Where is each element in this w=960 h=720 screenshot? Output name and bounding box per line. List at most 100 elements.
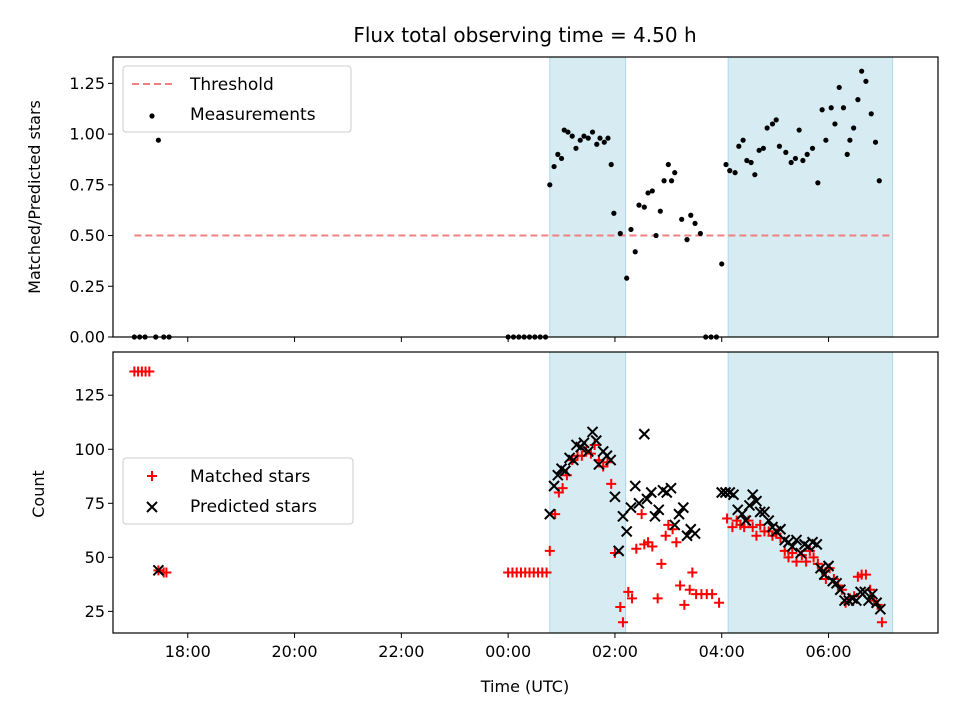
measurement-point — [836, 84, 842, 91]
measurement-point — [672, 170, 678, 176]
legend-matched-swatch — [147, 471, 157, 481]
predicted-star-point — [834, 584, 846, 596]
predicted-star-point — [633, 497, 645, 510]
bottom-y-tick-label: 25 — [85, 602, 105, 621]
measurement-point — [585, 135, 591, 141]
legend-predicted-label: Predicted stars — [190, 497, 317, 517]
matched-star-point — [679, 599, 690, 610]
top-y-tick-label: 0.00 — [69, 328, 105, 347]
measurement-point — [748, 159, 754, 166]
predicted-star-point — [850, 594, 863, 607]
matched-star-point — [876, 617, 887, 628]
measurement-point — [847, 137, 853, 143]
bottom-y-tick-label: 50 — [85, 548, 105, 567]
matched-star-point — [161, 567, 172, 578]
predicted-star-point — [727, 488, 740, 501]
measurement-point — [727, 168, 733, 174]
predicted-star-point — [681, 530, 693, 542]
matched-star-point — [687, 567, 698, 578]
measurement-point — [783, 149, 789, 155]
measurement-point — [555, 151, 561, 157]
measurement-point — [800, 157, 806, 164]
bottom-legend: Matched stars Predicted stars — [122, 457, 354, 525]
measurement-point — [697, 230, 703, 237]
x-tick-label: 04:00 — [699, 642, 745, 661]
measurement-point — [723, 161, 729, 168]
measurement-point — [788, 159, 794, 166]
measurement-point — [608, 161, 614, 168]
predicted-star-point — [590, 434, 602, 447]
measurement-point — [679, 216, 685, 222]
predicted-star-point — [747, 488, 759, 501]
measurement-point — [547, 182, 553, 188]
predicted-star-point — [870, 597, 883, 609]
measurement-point — [851, 125, 857, 131]
measurement-point — [628, 226, 634, 233]
matched-star-point — [656, 558, 667, 569]
matched-star-point — [627, 593, 638, 604]
measurement-point — [832, 121, 838, 127]
bottom-panel: 25 50 75 100 125 18:00 20:00 22:00 00:00 02:00 04:… — [74, 351, 939, 661]
predicted-star-point — [673, 508, 685, 520]
matched-star-point — [747, 522, 758, 533]
measurement-point — [589, 129, 596, 135]
matched-star-point — [631, 543, 642, 554]
measurement-point — [769, 121, 776, 127]
predicted-star-point — [152, 564, 165, 577]
predicted-star-point — [548, 480, 560, 492]
predicted-star-point — [544, 508, 556, 520]
predicted-star-point — [740, 514, 752, 527]
x-tick-label: 20:00 — [271, 642, 317, 661]
predicted-star-point — [582, 445, 594, 458]
measurement-point — [773, 117, 779, 123]
legend-measurements-label: Measurements — [190, 105, 316, 125]
top-legend: Threshold Measurements — [122, 65, 352, 133]
matched-star-point — [617, 617, 628, 628]
legend-predicted-swatch — [146, 501, 158, 513]
predicted-star-point — [552, 469, 564, 481]
measurement-point — [636, 202, 642, 208]
top-y-tick-label: 0.75 — [69, 175, 105, 194]
matched-star-point — [836, 584, 847, 595]
measurement-point — [740, 137, 746, 143]
measurement-point — [665, 161, 671, 168]
matched-star-point — [801, 556, 812, 567]
measurement-point — [657, 208, 663, 214]
predicted-star-point — [822, 560, 835, 572]
bottom-y-tick-label: 125 — [74, 386, 105, 405]
bottom-y-tick-label: 100 — [74, 440, 105, 459]
matched-star-point — [652, 593, 663, 604]
top-y-tick-label: 1.00 — [69, 125, 105, 144]
matched-star-point — [714, 597, 725, 608]
predicted-star-point — [862, 594, 875, 607]
predicted-star-point — [790, 534, 803, 546]
legend-threshold-label: Threshold — [189, 75, 274, 95]
matched-star-point — [751, 530, 762, 541]
matched-star-point — [541, 567, 552, 578]
predicted-star-point — [604, 454, 617, 466]
predicted-star-point — [758, 506, 771, 518]
measurement-point — [617, 230, 623, 237]
bottom-markers — [129, 366, 887, 628]
predicted-star-point — [811, 538, 823, 551]
measurement-point — [776, 143, 783, 149]
matched-star-point — [636, 509, 647, 520]
x-axis-label: Time (UTC) — [480, 677, 569, 696]
predicted-star-point — [689, 527, 701, 540]
top-y-tick-label: 1.25 — [69, 74, 105, 93]
measurement-point — [649, 188, 655, 194]
predicted-star-point — [612, 545, 625, 557]
predicted-star-point — [586, 426, 599, 438]
measurement-point — [792, 155, 799, 162]
matched-star-point — [544, 545, 555, 556]
x-tick-label: 00:00 — [485, 642, 531, 661]
legend-box — [122, 457, 354, 525]
measurement-point — [565, 129, 571, 135]
predicted-star-point — [567, 454, 579, 466]
chart-title: Flux total observing time = 4.50 h — [353, 23, 696, 47]
legend-measurements-swatch — [149, 113, 155, 119]
measurement-point — [840, 105, 847, 111]
measurement-point — [752, 172, 758, 178]
top-y-tick-label: 0.25 — [69, 277, 105, 296]
